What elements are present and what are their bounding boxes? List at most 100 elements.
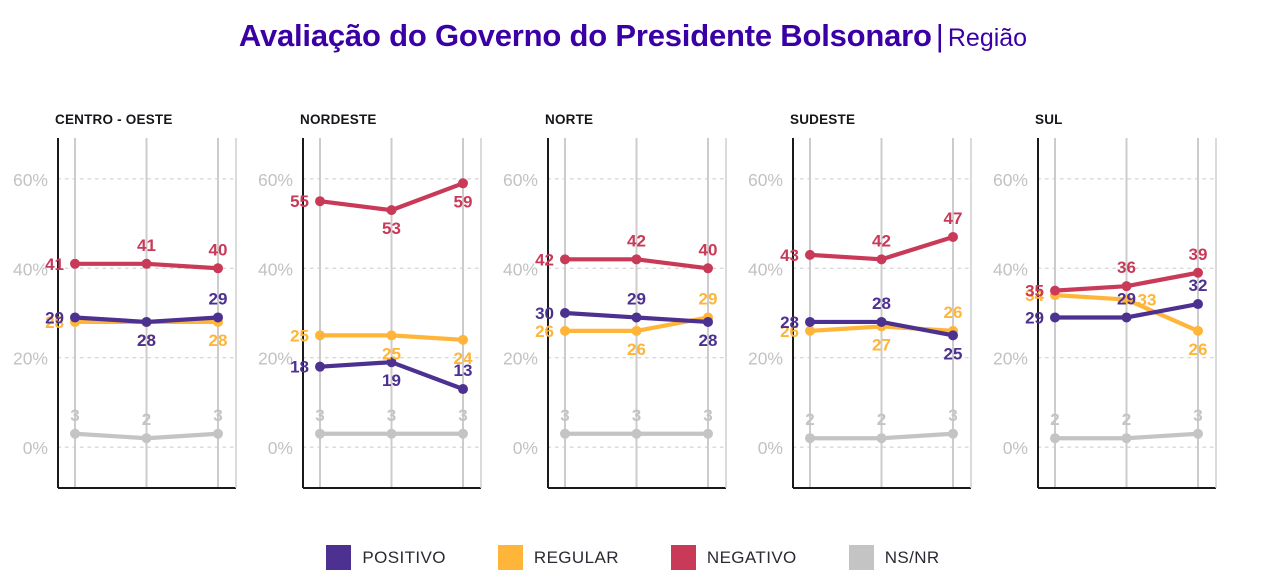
data-label: 27: [872, 335, 891, 354]
data-point[interactable]: [1050, 312, 1060, 323]
data-label: 3: [387, 406, 396, 425]
data-point[interactable]: [1121, 294, 1132, 305]
data-point[interactable]: [1193, 325, 1203, 336]
panel-plot: 0%20%40%60%jul/21ago/21set/2133325252455…: [258, 138, 482, 489]
y-tick-label: 40%: [258, 259, 293, 279]
data-point[interactable]: [315, 428, 325, 439]
page-title-subtitle: Região: [947, 24, 1028, 52]
data-point[interactable]: [315, 196, 325, 207]
data-point[interactable]: [213, 428, 223, 439]
data-label: 28: [209, 331, 228, 350]
data-label: 26: [944, 303, 963, 322]
legend-swatch-positivo: [326, 545, 352, 570]
data-point[interactable]: [1121, 433, 1132, 444]
data-point[interactable]: [805, 325, 815, 336]
data-label: 29: [699, 289, 718, 308]
legend-item-positivo[interactable]: POSITIVO: [326, 545, 446, 570]
data-label: 41: [45, 255, 64, 274]
data-label: 2: [142, 410, 151, 429]
data-point[interactable]: [1193, 267, 1203, 278]
data-point[interactable]: [560, 254, 570, 265]
data-point[interactable]: [458, 428, 468, 439]
data-point[interactable]: [703, 263, 713, 274]
panel-plot: 0%20%40%60%jul/21ago/21set/2133326262942…: [503, 138, 727, 489]
data-point[interactable]: [458, 334, 468, 345]
data-point[interactable]: [631, 325, 642, 336]
data-point[interactable]: [805, 316, 815, 327]
legend-item-negativo[interactable]: NEGATIVO: [670, 545, 797, 570]
data-point[interactable]: [213, 263, 223, 274]
data-point[interactable]: [560, 428, 570, 439]
panel-plot: 0%20%40%60%jul/21ago/21set/2122334332635…: [993, 138, 1217, 489]
y-tick-label: 60%: [993, 170, 1028, 190]
data-point[interactable]: [560, 325, 570, 336]
data-point[interactable]: [141, 258, 152, 269]
data-point[interactable]: [631, 254, 642, 265]
data-point[interactable]: [1121, 281, 1132, 292]
data-label: 3: [315, 406, 324, 425]
data-point[interactable]: [70, 428, 80, 439]
chart-panel-sudeste: SUDESTE0%20%40%60%jul/21ago/21set/212232…: [735, 104, 980, 504]
legend-item-nsnr[interactable]: NS/NR: [848, 545, 940, 570]
data-label: 32: [1189, 276, 1208, 295]
series-positivo: [560, 308, 713, 327]
data-point[interactable]: [703, 428, 713, 439]
data-point[interactable]: [948, 428, 958, 439]
legend-swatch-negativo: [670, 545, 696, 570]
chart-panel-nordeste: NORDESTE0%20%40%60%jul/21ago/21set/21333…: [245, 104, 490, 504]
chart-panel-norte: NORTE0%20%40%60%jul/21ago/21set/21333262…: [490, 104, 735, 504]
data-point[interactable]: [1193, 299, 1203, 310]
data-point[interactable]: [631, 312, 642, 323]
data-point[interactable]: [458, 384, 468, 395]
data-label: 59: [454, 192, 473, 211]
legend-label-nsnr: NS/NR: [884, 547, 940, 567]
data-label: 2: [1050, 410, 1059, 429]
data-point[interactable]: [315, 330, 325, 341]
data-point[interactable]: [70, 258, 80, 269]
data-label: 47: [944, 209, 963, 228]
data-label: 43: [780, 246, 799, 265]
series-regular: [1050, 290, 1203, 336]
data-label: 34: [1025, 286, 1044, 305]
data-point[interactable]: [948, 231, 958, 242]
series-negativo: [805, 231, 958, 265]
data-point[interactable]: [876, 254, 887, 265]
data-label: 3: [70, 406, 79, 425]
chart-legend: POSITIVO REGULAR NEGATIVO NS/NR: [0, 545, 1266, 570]
data-point[interactable]: [703, 316, 713, 327]
data-point[interactable]: [315, 361, 325, 372]
data-label: 3: [948, 406, 957, 425]
data-label: 28: [780, 313, 799, 332]
data-point[interactable]: [386, 428, 397, 439]
data-point[interactable]: [876, 433, 887, 444]
data-point[interactable]: [1050, 433, 1060, 444]
data-point[interactable]: [141, 433, 152, 444]
series-nsnr: [805, 428, 958, 444]
data-point[interactable]: [386, 330, 397, 341]
data-label: 19: [382, 371, 401, 390]
page-title: Avaliação do Governo do Presidente Bolso…: [0, 18, 1266, 54]
data-point[interactable]: [560, 308, 570, 318]
data-point[interactable]: [631, 428, 642, 439]
data-point[interactable]: [141, 316, 152, 327]
panel-title: NORDESTE: [300, 112, 377, 127]
data-point[interactable]: [1121, 312, 1132, 323]
data-point[interactable]: [458, 178, 468, 189]
data-point[interactable]: [213, 312, 223, 323]
data-point[interactable]: [948, 330, 958, 341]
series-nsnr: [70, 428, 223, 444]
data-point[interactable]: [386, 357, 397, 368]
data-point[interactable]: [805, 433, 815, 444]
legend-item-regular[interactable]: REGULAR: [497, 545, 619, 570]
data-point[interactable]: [1193, 428, 1203, 439]
data-label: 3: [632, 406, 641, 425]
data-point[interactable]: [1050, 285, 1060, 296]
data-point[interactable]: [805, 249, 815, 260]
panel-title: SUDESTE: [790, 112, 856, 127]
data-label: 18: [290, 358, 309, 377]
data-point[interactable]: [70, 312, 80, 323]
data-label: 55: [290, 192, 309, 211]
data-point[interactable]: [386, 205, 397, 216]
y-tick-label: 60%: [258, 170, 293, 190]
data-point[interactable]: [876, 316, 887, 327]
